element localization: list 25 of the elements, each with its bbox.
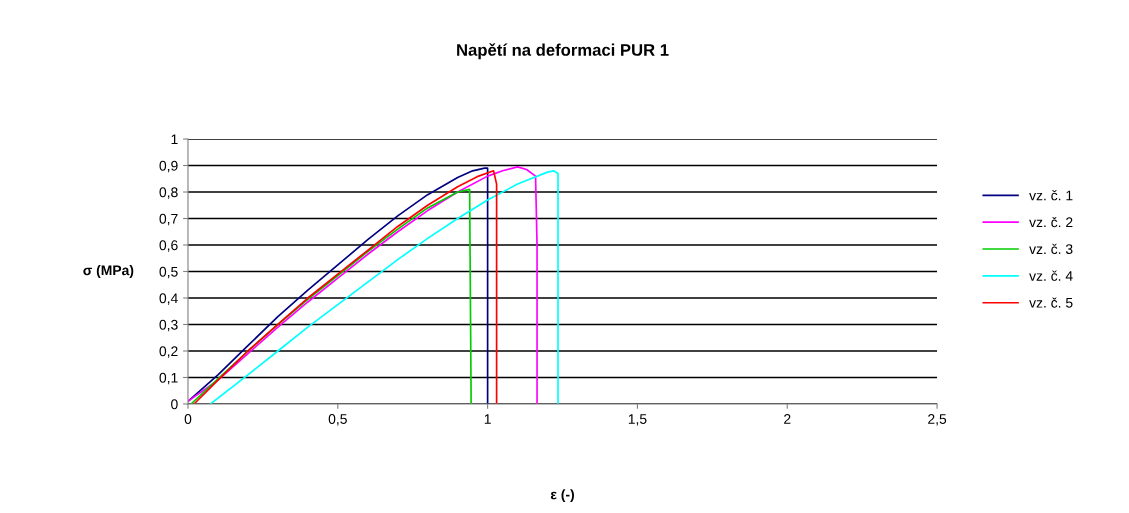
y-tick-label: 0,6: [159, 240, 178, 252]
legend-label: vz. č. 3: [1029, 243, 1073, 255]
legend-label: vz. č. 5: [1029, 297, 1073, 308]
y-tick-label: 0,2: [159, 346, 178, 358]
y-tick-label: 0,3: [159, 319, 178, 332]
y-tick-label: 0,4: [159, 293, 178, 305]
y-tick-label: 0,5: [159, 266, 178, 279]
x-axis-title: ε (-): [550, 489, 574, 503]
x-tick-label: 0,5: [328, 414, 347, 426]
chart-title: Napětí na deformaci PUR 1: [457, 43, 669, 60]
legend-label: vz. č. 1: [1029, 190, 1073, 201]
x-tick-label: 2: [784, 414, 791, 424]
y-tick-label: 0,7: [159, 213, 178, 226]
x-tick-label: 0: [184, 414, 192, 424]
y-tick-label: 0,8: [159, 187, 178, 199]
y-tick-label: 1: [171, 134, 178, 145]
legend-label: vz. č. 4: [1029, 270, 1073, 281]
x-tick-label: 2,5: [928, 414, 947, 426]
y-tick-label: 0: [171, 399, 178, 410]
x-tick-label: 1: [484, 414, 491, 424]
y-axis-title: σ (MPa): [83, 265, 134, 278]
y-tick-label: 0,9: [159, 160, 178, 173]
x-tick-label: 1,5: [628, 414, 647, 426]
legend-label: vz. č. 2: [1029, 216, 1073, 228]
y-tick-label: 0,1: [159, 372, 178, 385]
